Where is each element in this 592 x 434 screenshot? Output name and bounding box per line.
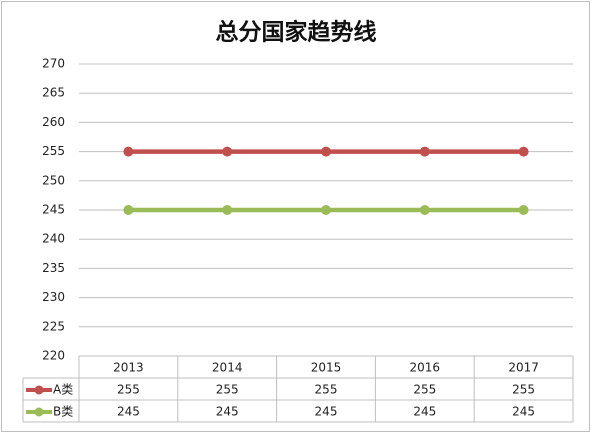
y-tick-label: 260 (42, 115, 65, 129)
data-point (222, 146, 233, 157)
x-tick-label: 2014 (212, 361, 243, 375)
y-tick-label: 230 (42, 290, 65, 304)
x-tick-label: 2015 (311, 361, 342, 375)
table-value: 245 (413, 405, 436, 419)
table-value: 245 (512, 405, 535, 419)
table-value: 245 (216, 405, 239, 419)
y-tick-label: 270 (42, 57, 65, 71)
legend-marker (34, 385, 44, 395)
table-value: 255 (413, 383, 436, 397)
legend-label: B类 (53, 405, 73, 419)
table-value: 255 (117, 383, 140, 397)
data-point (518, 146, 529, 157)
y-tick-label: 250 (42, 173, 65, 187)
y-tick-label: 245 (42, 203, 65, 217)
data-point (518, 205, 529, 215)
legend-label: A类 (53, 383, 73, 397)
table-value: 255 (315, 383, 338, 397)
data-point (419, 146, 430, 157)
legend-marker (34, 407, 44, 417)
data-point (321, 146, 331, 157)
y-tick-label: 225 (42, 319, 65, 333)
table-value: 245 (315, 405, 338, 419)
x-tick-label: 2013 (113, 361, 144, 375)
data-point (123, 146, 134, 157)
y-tick-label: 235 (42, 261, 65, 275)
y-tick-label: 240 (42, 232, 65, 246)
table-value: 255 (216, 383, 239, 397)
data-point (419, 205, 430, 215)
y-tick-label: 265 (42, 86, 65, 100)
x-tick-label: 2016 (410, 361, 441, 375)
x-tick-label: 2017 (508, 361, 539, 375)
table-value: 255 (512, 383, 535, 397)
y-tick-label: 255 (42, 144, 65, 158)
y-tick-label: 220 (42, 349, 65, 363)
table-value: 245 (117, 405, 140, 419)
data-point (222, 205, 233, 215)
data-point (321, 205, 331, 215)
data-point (123, 205, 134, 215)
chart-title: 总分国家趋势线 (216, 19, 377, 46)
